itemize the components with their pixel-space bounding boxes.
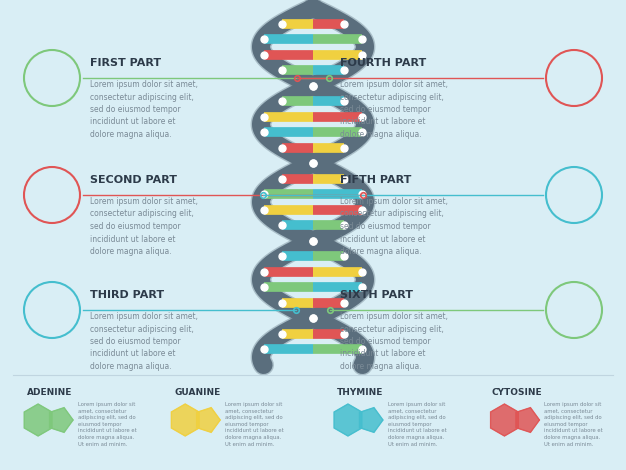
- Text: THIRD PART: THIRD PART: [90, 290, 164, 300]
- Text: Lorem ipsum dolor sit amet,
consectetur adipiscing elit,
sed do eiusmod tempor
i: Lorem ipsum dolor sit amet, consectetur …: [340, 197, 448, 256]
- Text: ADENINE: ADENINE: [28, 388, 73, 397]
- Text: Lorem ipsum dolor sit
amet, consectetur
adipiscing elit, sed do
eiusmod tempor
i: Lorem ipsum dolor sit amet, consectetur …: [388, 402, 447, 446]
- Polygon shape: [24, 404, 52, 436]
- Polygon shape: [359, 407, 383, 432]
- Text: GUANINE: GUANINE: [174, 388, 220, 397]
- Text: SIXTH PART: SIXTH PART: [340, 290, 413, 300]
- Text: CYTOSINE: CYTOSINE: [491, 388, 541, 397]
- Polygon shape: [49, 407, 73, 432]
- Text: SECOND PART: SECOND PART: [90, 175, 177, 185]
- Text: THYMINE: THYMINE: [337, 388, 383, 397]
- Polygon shape: [516, 407, 540, 432]
- Text: Lorem ipsum dolor sit
amet, consectetur
adipiscing elit, sed do
eiusmod tempor
i: Lorem ipsum dolor sit amet, consectetur …: [225, 402, 284, 446]
- Text: FIFTH PART: FIFTH PART: [340, 175, 411, 185]
- Text: FOURTH PART: FOURTH PART: [340, 58, 426, 68]
- Text: Lorem ipsum dolor sit amet,
consectetur adipiscing elit,
sed do eiusmod tempor
i: Lorem ipsum dolor sit amet, consectetur …: [90, 312, 198, 371]
- Text: Lorem ipsum dolor sit amet,
consectetur adipiscing elit,
sed do eiusmod tempor
i: Lorem ipsum dolor sit amet, consectetur …: [340, 80, 448, 139]
- Text: Lorem ipsum dolor sit amet,
consectetur adipiscing elit,
sed do eiusmod tempor
i: Lorem ipsum dolor sit amet, consectetur …: [90, 80, 198, 139]
- Text: Lorem ipsum dolor sit amet,
consectetur adipiscing elit,
sed do eiusmod tempor
i: Lorem ipsum dolor sit amet, consectetur …: [90, 197, 198, 256]
- Text: FIRST PART: FIRST PART: [90, 58, 161, 68]
- Text: Lorem ipsum dolor sit amet,
consectetur adipiscing elit,
sed do eiusmod tempor
i: Lorem ipsum dolor sit amet, consectetur …: [340, 312, 448, 371]
- Polygon shape: [172, 404, 199, 436]
- Polygon shape: [197, 407, 220, 432]
- Text: Lorem ipsum dolor sit
amet, consectetur
adipiscing elit, sed do
eiusmod tempor
i: Lorem ipsum dolor sit amet, consectetur …: [545, 402, 603, 446]
- Polygon shape: [334, 404, 362, 436]
- Text: Lorem ipsum dolor sit
amet, consectetur
adipiscing elit, sed do
eiusmod tempor
i: Lorem ipsum dolor sit amet, consectetur …: [78, 402, 137, 446]
- Polygon shape: [491, 404, 518, 436]
